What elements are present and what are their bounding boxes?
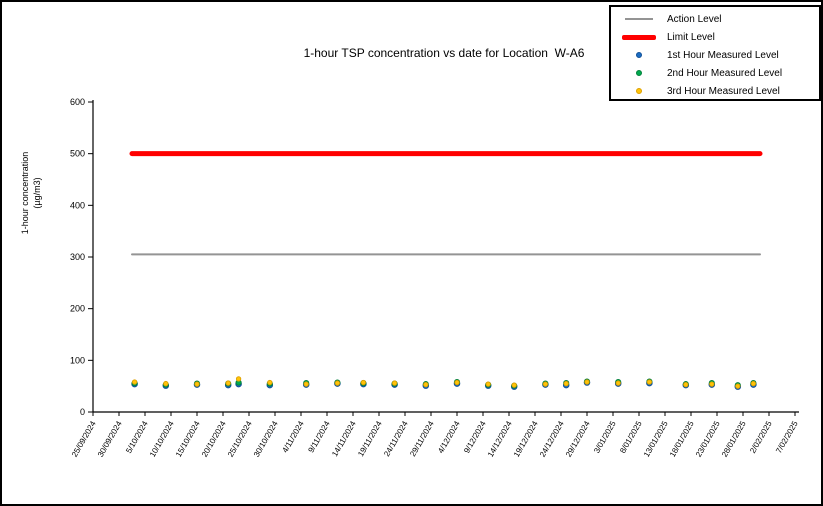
x-tick-label: 25/10/2024 [226, 419, 254, 459]
legend-swatch-cell [611, 34, 667, 40]
chart-title: 1-hour TSP concentration vs date for Loc… [303, 46, 585, 60]
x-tick-label: 4/12/2024 [436, 419, 462, 455]
x-tick-label: 30/09/2024 [96, 419, 124, 459]
measured-point-h3 [235, 376, 242, 382]
x-tick-label: 24/12/2024 [538, 419, 566, 459]
x-tick-label: 29/11/2024 [408, 419, 436, 458]
legend-row: 2nd Hour Measured Level [611, 64, 819, 82]
legend-label: 3rd Hour Measured Level [667, 85, 780, 97]
measured-point-h3 [735, 383, 741, 389]
y-tick-label: 400 [70, 200, 85, 210]
x-tick-label: 9/12/2024 [462, 419, 488, 455]
x-tick-label: 5/10/2024 [124, 419, 150, 455]
x-tick-label: 24/11/2024 [382, 419, 410, 458]
measured-point-h3 [391, 380, 398, 386]
legend-row: 1st Hour Measured Level [611, 46, 819, 64]
x-tick-label: 20/10/2024 [200, 419, 228, 459]
y-tick-label: 0 [80, 407, 85, 417]
legend-label: Action Level [667, 13, 722, 25]
x-tick-label: 25/09/2024 [70, 419, 98, 459]
measured-point-h3 [334, 380, 341, 386]
x-tick-label: 30/10/2024 [252, 419, 280, 459]
measured-point-h3 [360, 379, 367, 386]
x-tick-label: 14/11/2024 [330, 419, 358, 458]
legend-dot-icon [636, 52, 642, 58]
y-tick-label: 100 [70, 355, 85, 365]
legend-swatch-cell [611, 18, 667, 20]
x-tick-label: 28/01/2025 [720, 419, 748, 459]
legend-row: Action Level [611, 10, 819, 28]
x-tick-label: 14/12/2024 [486, 419, 514, 459]
y-tick-label: 600 [70, 97, 85, 107]
x-tick-label: 29/12/2024 [564, 419, 592, 459]
measured-point-h3 [750, 380, 757, 387]
legend-swatch-cell [611, 70, 667, 76]
x-tick-label: 4/11/2024 [280, 419, 306, 454]
measured-point-h3 [646, 379, 653, 385]
legend-label: 2nd Hour Measured Level [667, 67, 783, 79]
x-tick-label: 7/02/2025 [774, 419, 800, 455]
measured-point-h3 [423, 381, 429, 388]
measured-point-h3 [194, 381, 200, 387]
measured-point-h3 [584, 379, 590, 385]
measured-point-h3 [485, 381, 491, 387]
measured-point-h3 [267, 379, 273, 386]
legend-swatch-cell [611, 52, 667, 58]
measured-point-h3 [163, 380, 169, 387]
x-tick-label: 8/01/2025 [618, 419, 644, 455]
legend-label: Limit Level [667, 31, 715, 43]
legend-label: 1st Hour Measured Level [667, 49, 779, 61]
x-tick-label: 15/10/2024 [174, 419, 202, 459]
y-tick-label: 200 [70, 304, 85, 314]
measured-point-h3 [511, 382, 517, 388]
x-tick-label: 13/01/2025 [642, 419, 670, 459]
measured-point-h3 [683, 381, 689, 388]
measured-point-h3 [542, 381, 549, 387]
measured-point-h3 [615, 380, 621, 386]
measured-point-h3 [225, 380, 231, 386]
x-tick-label: 9/11/2024 [306, 419, 332, 454]
x-tick-label: 23/01/2025 [694, 419, 722, 459]
legend-box: Action Level Limit Level 1st Hour Measured… [609, 5, 821, 101]
legend-swatch-cell [611, 88, 667, 94]
legend-row: 3rd Hour Measured Level [611, 82, 819, 100]
measured-point-h3 [131, 379, 138, 385]
x-tick-label: 3/01/2025 [592, 419, 618, 455]
measured-point-h3 [303, 381, 309, 387]
x-tick-label: 19/11/2024 [356, 419, 384, 458]
y-tick-label: 500 [70, 149, 85, 159]
x-tick-label: 18/01/2025 [668, 419, 696, 459]
legend-line-icon [622, 34, 656, 40]
legend-line-icon [625, 18, 653, 20]
measured-point-h3 [454, 379, 460, 386]
y-tick-label: 300 [70, 252, 85, 262]
x-tick-label: 19/12/2024 [512, 419, 540, 459]
legend-row: Limit Level [611, 28, 819, 46]
legend-dot-icon [636, 88, 642, 94]
x-tick-label: 10/10/2024 [148, 419, 176, 459]
x-tick-label: 2/02/2025 [748, 419, 774, 455]
legend-dot-icon [636, 70, 642, 76]
measured-point-h3 [709, 381, 715, 387]
measured-point-h3 [563, 380, 569, 387]
